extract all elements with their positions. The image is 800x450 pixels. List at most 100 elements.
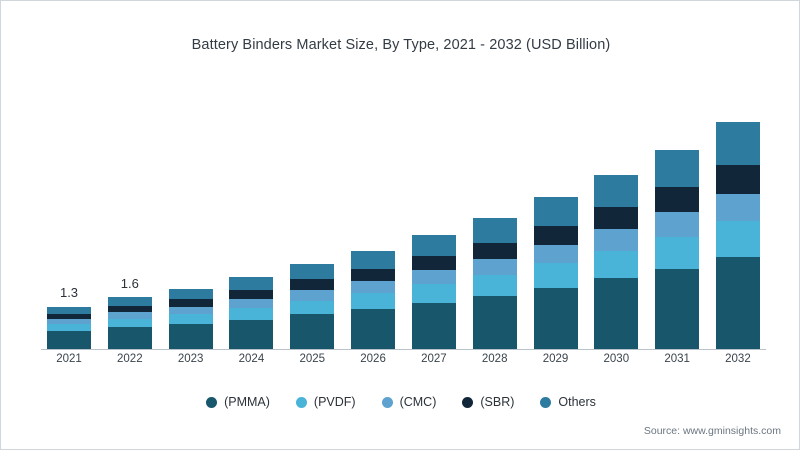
x-tick-label: 2031 [664, 353, 690, 365]
bar-segment[interactable] [229, 319, 274, 349]
bar-segment[interactable] [715, 193, 760, 222]
bar-segment[interactable] [168, 314, 213, 325]
bar-segment[interactable] [472, 242, 517, 260]
x-tick-label: 2023 [177, 353, 204, 365]
bar-column[interactable]: 1.3 [47, 71, 91, 349]
bar-stack [411, 234, 456, 349]
legend-item[interactable]: (SBR) [462, 395, 514, 409]
bar-column[interactable] [594, 71, 639, 349]
bar-column[interactable] [411, 71, 456, 349]
bar-column[interactable] [229, 71, 274, 349]
bar-segment[interactable] [107, 296, 152, 306]
bar-segment[interactable] [655, 236, 700, 269]
bar-segment[interactable] [533, 197, 578, 226]
bar-segment[interactable] [655, 187, 700, 213]
bar-stack [351, 250, 396, 349]
bar-segment[interactable] [290, 300, 335, 315]
bar-segment[interactable] [107, 318, 152, 328]
bar-segment[interactable] [411, 255, 456, 271]
bar-segment[interactable] [168, 299, 213, 307]
bar-segment[interactable] [472, 218, 517, 243]
bar-column[interactable] [715, 71, 760, 349]
bar-column[interactable] [655, 71, 700, 349]
bar-column[interactable] [290, 71, 335, 349]
bar-column[interactable] [168, 71, 213, 349]
bar-segment[interactable] [533, 263, 578, 288]
bar-segment[interactable] [168, 288, 213, 300]
bar-segment[interactable] [290, 264, 335, 280]
bar-segment[interactable] [533, 287, 578, 349]
bar-segment[interactable] [290, 290, 335, 301]
bar-segment[interactable] [472, 296, 517, 349]
bar-column[interactable] [533, 71, 578, 349]
bar-stack [107, 296, 152, 349]
x-tick-label: 2022 [117, 353, 143, 365]
bar-column[interactable] [472, 71, 517, 349]
bar-segment[interactable] [47, 324, 91, 332]
x-axis-labels: 2021 2022 2023 2024 2025 2026 2027 2028 2029 2030… [41, 353, 766, 373]
legend-item[interactable]: Others [540, 395, 596, 409]
bar-stack [472, 218, 517, 349]
legend-swatch-icon [540, 396, 552, 408]
bar-segment[interactable] [229, 290, 274, 300]
bar-stack [715, 121, 760, 349]
legend-item[interactable]: (PVDF) [295, 395, 356, 409]
bar-segment[interactable] [290, 279, 335, 291]
bar-segment[interactable] [168, 324, 213, 349]
x-tick-label: 2026 [360, 353, 386, 365]
bar-segment[interactable] [472, 259, 517, 276]
bar-segment[interactable] [655, 149, 700, 188]
bar-segment[interactable] [411, 270, 456, 285]
bar-segment[interactable] [411, 284, 456, 303]
bar-segment[interactable] [290, 314, 335, 349]
chart-legend: (PMMA) (PVDF) (CMC) (SBR) Others [1, 395, 800, 409]
bar-segment[interactable] [229, 277, 274, 291]
bar-segment[interactable] [715, 165, 760, 194]
bar-segment[interactable] [351, 293, 396, 310]
bar-segment[interactable] [47, 313, 91, 319]
bar-segment[interactable] [351, 250, 396, 269]
bar-segment[interactable] [47, 306, 91, 314]
bar-segment[interactable] [715, 257, 760, 349]
bar-stack [594, 174, 639, 349]
bar-segment[interactable] [47, 318, 91, 325]
bar-segment[interactable] [351, 268, 396, 282]
legend-item[interactable]: (CMC) [381, 395, 437, 409]
x-tick-label: 2030 [603, 353, 630, 365]
bar-segment[interactable] [107, 305, 152, 313]
bar-segment[interactable] [533, 244, 578, 264]
bar-segment[interactable] [655, 268, 700, 349]
bar-segment[interactable] [411, 234, 456, 256]
bar-segment[interactable] [594, 250, 639, 279]
bar-segment[interactable] [107, 327, 152, 349]
bar-segment[interactable] [594, 229, 639, 251]
bar-segment[interactable] [472, 275, 517, 297]
legend-label: (SBR) [480, 395, 515, 409]
bar-column[interactable]: 1.6 [107, 71, 152, 349]
bar-segment[interactable] [411, 302, 456, 349]
bar-stack [229, 277, 274, 349]
x-tick-label: 2024 [238, 353, 265, 365]
bar-column[interactable] [351, 71, 396, 349]
bar-value-label: 1.6 [120, 275, 139, 291]
bar-segment[interactable] [533, 225, 578, 245]
legend-label: (CMC) [399, 395, 437, 409]
bar-segment[interactable] [594, 174, 639, 208]
bar-segment[interactable] [229, 308, 274, 320]
bar-segment[interactable] [594, 278, 639, 349]
bar-segment[interactable] [168, 306, 213, 315]
bar-value-label: 1.3 [59, 285, 79, 301]
bar-segment[interactable] [107, 312, 152, 319]
bar-segment[interactable] [715, 121, 760, 166]
bar-stack [655, 149, 700, 349]
x-tick-label: 2025 [299, 353, 326, 365]
bar-segment[interactable] [351, 281, 396, 294]
bar-segment[interactable] [229, 299, 274, 309]
legend-item[interactable]: (PMMA) [206, 395, 270, 409]
bar-segment[interactable] [47, 331, 91, 349]
bar-segment[interactable] [715, 221, 760, 258]
bar-segment[interactable] [351, 309, 396, 349]
bar-segment[interactable] [655, 212, 700, 237]
bar-segment[interactable] [594, 207, 639, 230]
